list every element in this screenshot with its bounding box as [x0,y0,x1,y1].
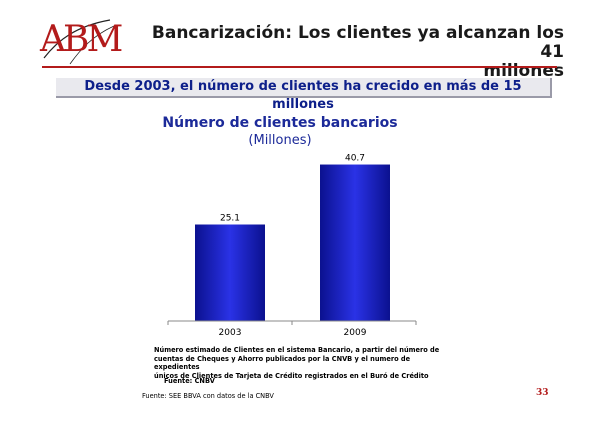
page-title-line1: Bancarización: Los clientes ya alcanzan … [151,23,564,62]
note-line2: cuentas de Cheques y Ahorro publicados p… [154,354,411,372]
subtitle-banner: Desde 2003, el número de clientes ha cre… [56,78,552,112]
note-source: Fuente: CNBV [164,377,215,385]
data-label-2003: 25.1 [220,214,240,224]
chart-subtitle: (Millones) [248,133,312,148]
abm-logo: ABM [40,14,124,66]
data-label-2009: 40.7 [345,154,365,164]
header-divider [42,66,557,68]
x-tick-label-2003: 2003 [219,328,242,338]
chart-title: Número de clientes bancarios [162,115,398,131]
slide-source: Fuente: SEE BBVA con datos de la CNBV [142,392,274,400]
logo-text: ABM [40,19,123,60]
bar-2003 [195,224,265,321]
note-line1: Número estimado de Clientes en el sistem… [154,346,440,354]
note-line3: únicos de Clientes de Tarjeta de Crédito… [154,371,429,380]
logo-swoosh-icon [43,19,115,65]
page-number: 33 [536,388,549,398]
methodology-note: Número estimado de Clientes en el sistem… [154,346,454,380]
x-tick-label-2009: 2009 [344,328,367,338]
bar-2009 [320,164,390,321]
